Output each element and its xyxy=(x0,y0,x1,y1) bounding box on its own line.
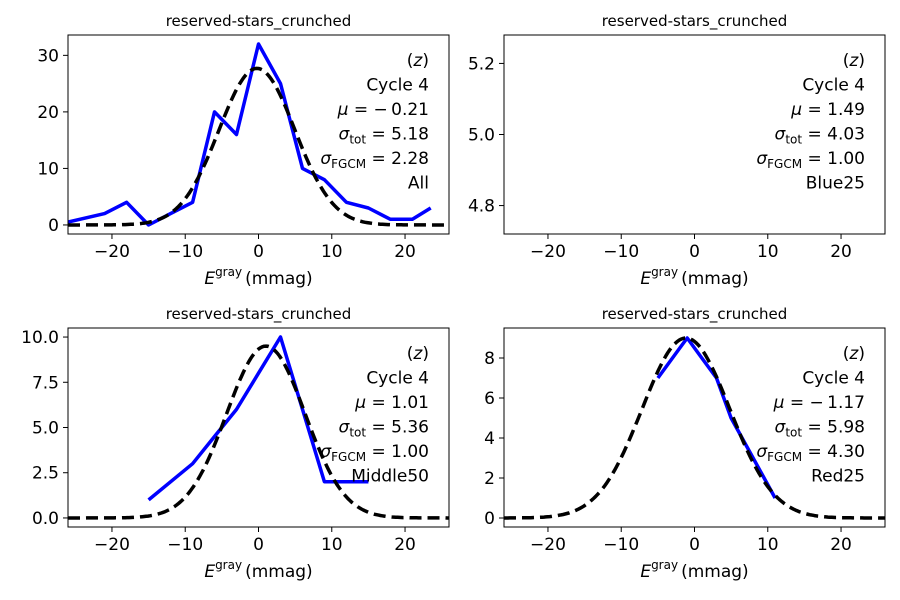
cycle-label: Cycle 4 xyxy=(366,369,429,389)
x-axis-label: Egray (mmag) xyxy=(640,558,748,582)
band-label: (z) xyxy=(843,344,865,364)
plot-area xyxy=(68,42,449,227)
x-tick-label: 20 xyxy=(830,242,852,262)
y-tick-label: 0 xyxy=(484,509,495,529)
band-label: (z) xyxy=(407,51,429,71)
panel-title: reserved-stars_crunched xyxy=(166,305,352,324)
subset-label: Red25 xyxy=(811,467,865,487)
x-axis-label: Egray (mmag) xyxy=(204,265,312,289)
x-tick-label: 20 xyxy=(830,535,852,555)
sigma-tot-label: σtot = 5.18 xyxy=(339,125,429,147)
y-tick-label: 4 xyxy=(484,429,495,449)
x-tick-label: −20 xyxy=(94,242,130,262)
histogram-line xyxy=(68,42,432,227)
y-tick-label: 5.0 xyxy=(468,126,495,146)
y-tick-label: 20 xyxy=(37,103,59,123)
x-tick-label: 0 xyxy=(253,535,264,555)
y-tick-label: 5.2 xyxy=(468,54,495,74)
band-label: (z) xyxy=(843,51,865,71)
plot-area xyxy=(68,335,449,520)
y-tick-label: 4.8 xyxy=(468,197,495,217)
sigma-fgcm-label: σFGCM = 4.30 xyxy=(756,442,865,464)
y-tick-label: 10.0 xyxy=(21,328,59,348)
subset-label: Blue25 xyxy=(806,174,865,194)
gaussian-fit-line xyxy=(68,344,449,520)
mu-label: μ = 1.01 xyxy=(354,393,429,413)
sigma-tot-label: σtot = 5.36 xyxy=(339,418,429,440)
subset-label: All xyxy=(408,174,429,194)
y-tick-label: 2 xyxy=(484,469,495,489)
x-tick-label: 0 xyxy=(689,242,700,262)
y-tick-label: 2.5 xyxy=(32,464,59,484)
x-tick-label: 10 xyxy=(757,535,779,555)
x-tick-label: 0 xyxy=(253,242,264,262)
sigma-fgcm-label: σFGCM = 2.28 xyxy=(320,149,429,171)
band-label: (z) xyxy=(407,344,429,364)
x-axis-label: Egray (mmag) xyxy=(204,558,312,582)
x-tick-label: −20 xyxy=(94,535,130,555)
y-tick-label: 10 xyxy=(37,159,59,179)
panel-bottom-left: reserved-stars_crunched −20 −10 0 10 20 0.0 2.5… xyxy=(21,305,450,582)
panel-title: reserved-stars_crunched xyxy=(602,305,788,324)
mu-label: μ = − 0.21 xyxy=(337,100,429,120)
subset-label: Middle50 xyxy=(351,467,429,487)
cycle-label: Cycle 4 xyxy=(802,76,865,96)
x-tick-label: −20 xyxy=(530,242,566,262)
x-tick-label: 20 xyxy=(394,535,416,555)
sigma-tot-label: σtot = 5.98 xyxy=(775,418,865,440)
y-tick-label: 5.0 xyxy=(32,419,59,439)
y-tick-label: 0 xyxy=(48,216,59,236)
x-tick-label: 0 xyxy=(689,535,700,555)
cycle-label: Cycle 4 xyxy=(366,76,429,96)
y-tick-label: 0.0 xyxy=(32,509,59,529)
mu-label: μ = − 1.17 xyxy=(773,393,865,413)
histogram-line xyxy=(147,335,369,502)
x-tick-label: −10 xyxy=(167,535,203,555)
panel-top-left: reserved-stars_crunched −20 −10 0 10 20 0 10 20 3… xyxy=(37,12,450,289)
y-tick-label: 8 xyxy=(484,349,495,369)
x-tick-label: −10 xyxy=(603,535,639,555)
x-tick-label: −10 xyxy=(167,242,203,262)
x-tick-label: 10 xyxy=(321,535,343,555)
sigma-fgcm-label: σFGCM = 1.00 xyxy=(320,442,429,464)
panel-title: reserved-stars_crunched xyxy=(602,12,788,31)
x-tick-label: 10 xyxy=(757,242,779,262)
plot-area xyxy=(504,336,885,520)
gaussian-fit-line xyxy=(68,66,449,227)
gaussian-fit-line xyxy=(504,336,885,520)
sigma-fgcm-label: σFGCM = 1.00 xyxy=(756,149,865,171)
x-tick-label: 20 xyxy=(394,242,416,262)
x-tick-label: 10 xyxy=(321,242,343,262)
sigma-tot-label: σtot = 4.03 xyxy=(775,125,865,147)
mu-label: μ = 1.49 xyxy=(790,100,865,120)
panel-top-right: reserved-stars_crunched −20 −10 0 10 20 4.8 5.0… xyxy=(468,12,886,289)
panel-bottom-right: reserved-stars_crunched −20 −10 0 10 20 0 2 4 6 8 E… xyxy=(484,305,886,582)
y-tick-label: 6 xyxy=(484,389,495,409)
panel-title: reserved-stars_crunched xyxy=(166,12,352,31)
cycle-label: Cycle 4 xyxy=(802,369,865,389)
y-tick-label: 30 xyxy=(37,46,59,66)
x-axis-label: Egray (mmag) xyxy=(640,265,748,289)
x-tick-label: −10 xyxy=(603,242,639,262)
y-tick-label: 7.5 xyxy=(32,373,59,393)
x-tick-label: −20 xyxy=(530,535,566,555)
